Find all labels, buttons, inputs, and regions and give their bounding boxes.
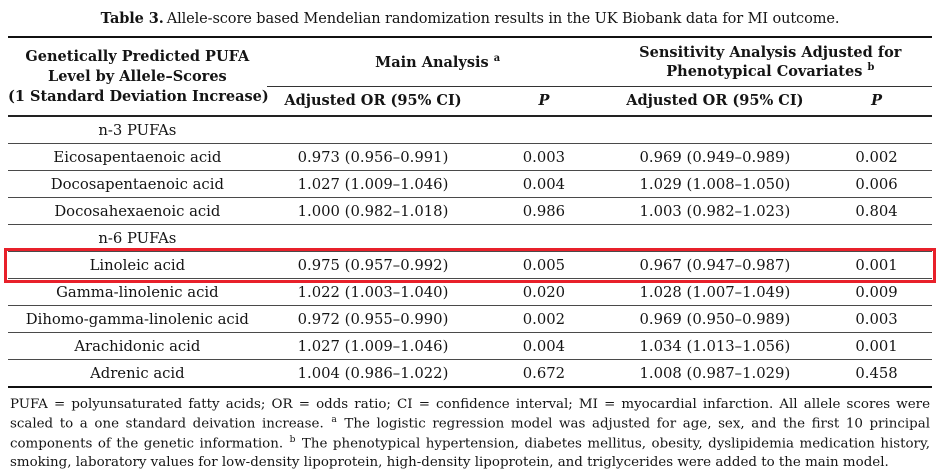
sens-p-cell: 0.006 xyxy=(821,170,932,199)
sens-or-cell: 0.969 (0.950–0.989) xyxy=(608,305,822,334)
table-caption-text: Allele-score based Mendelian randomizati… xyxy=(166,11,840,27)
footnote-text: The phenotypical hypertension, diabetes … xyxy=(10,436,931,471)
sens-or-cell: 0.967 (0.947–0.987) xyxy=(608,251,822,280)
footnote-a-marker: a xyxy=(493,53,501,65)
pufa-name-cell: Docosapentaenoic acid xyxy=(8,170,267,199)
main-p-cell: 0.004 xyxy=(479,332,609,361)
section-label: n-6 PUFAs xyxy=(8,224,267,253)
main-p-cell: 0.002 xyxy=(479,305,609,334)
table-row: Adrenic acid 1.004 (0.986–1.022) 0.672 1… xyxy=(8,360,932,388)
pufa-name-cell: Linoleic acid xyxy=(8,251,267,280)
table-row: Docosapentaenoic acid 1.027 (1.009–1.046… xyxy=(8,170,932,199)
sens-p-cell: 0.804 xyxy=(821,197,932,226)
table-row: Docosahexaenoic acid 1.000 (0.982–1.018)… xyxy=(8,197,932,226)
stub-header-line3: (1 Standard Deviation Increase) xyxy=(8,87,269,105)
footnote-text: The logistic regression model was adjust… xyxy=(10,416,930,452)
sensitivity-analysis-group-header: Sensitivity Analysis Adjusted for Phenot… xyxy=(608,37,932,88)
sens-or-cell: 1.028 (1.007–1.049) xyxy=(608,278,822,307)
footnote-marker: a xyxy=(331,415,337,426)
sens-p-cell: 0.002 xyxy=(821,143,932,172)
main-or-cell: 1.022 (1.003–1.040) xyxy=(266,278,480,307)
main-p-column-header: P xyxy=(479,86,609,118)
table-row: Arachidonic acid 1.027 (1.009–1.046) 0.0… xyxy=(8,332,932,361)
footnote-marker: b xyxy=(289,434,296,445)
sens-p-cell: 0.003 xyxy=(821,305,932,334)
stub-header: Genetically Predicted PUFA Level by Alle… xyxy=(8,37,269,118)
results-table: Genetically Predicted PUFA Level by Alle… xyxy=(4,36,936,389)
stub-header-line2: Level by Allele–Scores xyxy=(48,67,227,85)
main-p-cell: 0.020 xyxy=(479,278,609,307)
main-p-cell: 0.986 xyxy=(479,197,609,226)
sens-p-cell: 0.001 xyxy=(821,332,932,361)
pufa-name-cell: Dihomo-gamma-linolenic acid xyxy=(8,305,267,334)
main-or-cell: 0.972 (0.955–0.990) xyxy=(266,305,480,334)
table-caption-label: Table 3. xyxy=(100,10,164,27)
sens-p-column-header: P xyxy=(821,86,932,118)
sens-or-cell: 1.034 (1.013–1.056) xyxy=(608,332,822,361)
footnote-text: PUFA = polyunsaturated fatty acids; OR =… xyxy=(10,397,930,432)
group-header-row: Genetically Predicted PUFA Level by Alle… xyxy=(8,37,932,118)
sens-p-cell: 0.458 xyxy=(855,365,898,383)
footnotes: PUFA = polyunsaturated fatty acids; OR =… xyxy=(8,395,932,472)
table-row: Dihomo-gamma-linolenic acid 0.972 (0.955… xyxy=(8,305,932,334)
main-or-cell: 1.004 (0.986–1.022) xyxy=(297,365,449,383)
section-row-n6: n-6 PUFAs xyxy=(8,224,932,253)
table-row: Eicosapentaenoic acid 0.973 (0.956–0.991… xyxy=(8,143,932,172)
main-p-cell: 0.005 xyxy=(479,251,609,280)
sens-or-cell: 1.008 (0.987–1.029) xyxy=(639,365,791,383)
main-p-cell: 0.004 xyxy=(479,170,609,199)
main-p-cell: 0.003 xyxy=(479,143,609,172)
pufa-name-cell: Arachidonic acid xyxy=(8,332,267,361)
main-p-cell: 0.672 xyxy=(522,365,566,383)
main-or-cell: 0.973 (0.956–0.991) xyxy=(266,143,480,172)
sens-or-cell: 1.003 (0.982–1.023) xyxy=(608,197,822,226)
sensitivity-analysis-label: Sensitivity Analysis Adjusted for Phenot… xyxy=(639,44,902,80)
pufa-name-cell: Gamma-linolenic acid xyxy=(8,278,267,307)
main-or-column-header: Adjusted OR (95% CI) xyxy=(266,86,480,118)
main-or-cell: 1.027 (1.009–1.046) xyxy=(266,332,480,361)
main-or-cell: 0.975 (0.957–0.992) xyxy=(266,251,480,280)
main-or-cell: 1.027 (1.009–1.046) xyxy=(266,170,480,199)
sens-or-cell: 1.029 (1.008–1.050) xyxy=(608,170,822,199)
main-analysis-group-header: Main Analysis a xyxy=(266,37,609,88)
stub-header-line1: Genetically Predicted PUFA xyxy=(25,47,250,65)
pufa-name-cell: Eicosapentaenoic acid xyxy=(8,143,267,172)
main-analysis-label: Main Analysis xyxy=(375,53,489,71)
highlighted-row-linoleic-acid: Linoleic acid 0.975 (0.957–0.992) 0.005 … xyxy=(4,247,936,283)
section-row-n3: n-3 PUFAs xyxy=(8,116,932,145)
table-row: Gamma-linolenic acid 1.022 (1.003–1.040)… xyxy=(8,278,932,307)
pufa-name-cell: Docosahexaenoic acid xyxy=(8,197,267,226)
sub-header-row: Adjusted OR (95% CI) P Adjusted OR (95% … xyxy=(8,86,932,118)
section-label: n-3 PUFAs xyxy=(8,116,267,145)
sens-or-column-header: Adjusted OR (95% CI) xyxy=(608,86,822,118)
footnote-b-marker: b xyxy=(867,62,875,74)
table-caption: Table 3. Allele-score based Mendelian ran… xyxy=(8,10,932,27)
main-or-cell: 1.000 (0.982–1.018) xyxy=(266,197,480,226)
pufa-name-cell: Adrenic acid xyxy=(90,365,185,383)
sens-p-cell: 0.001 xyxy=(821,251,932,280)
sens-p-cell: 0.009 xyxy=(821,278,932,307)
sens-or-cell: 0.969 (0.949–0.989) xyxy=(608,143,822,172)
